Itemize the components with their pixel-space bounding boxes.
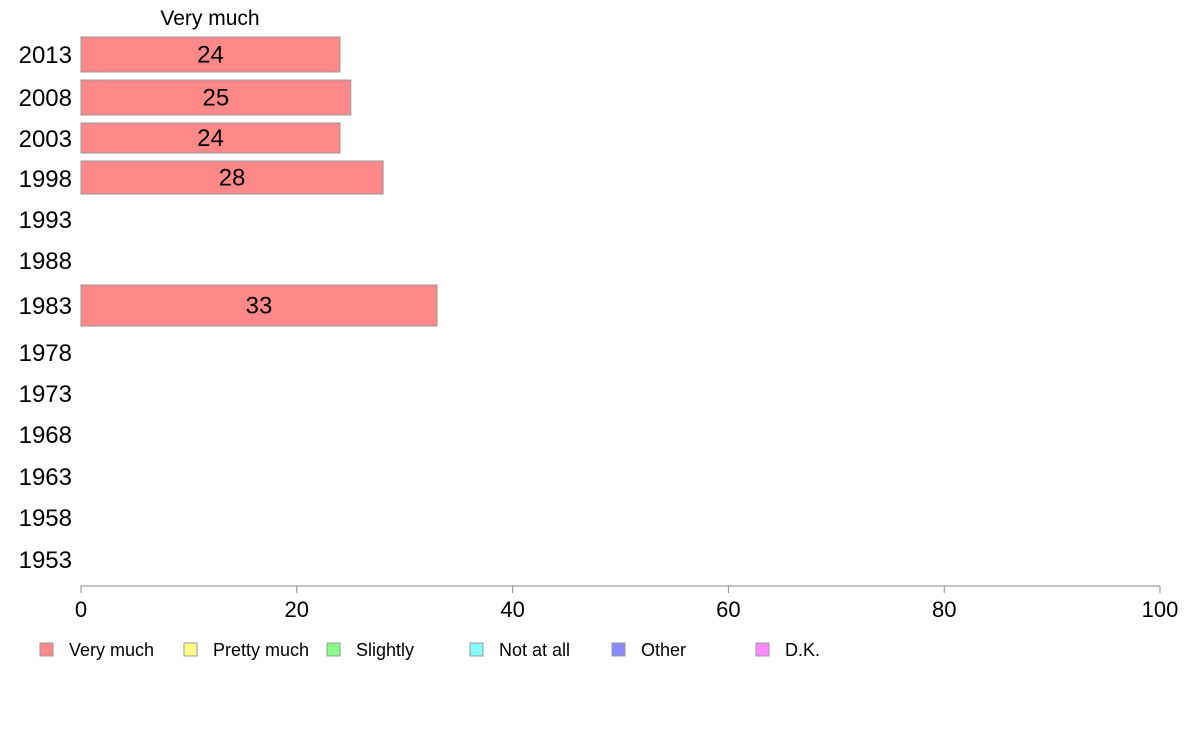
year-label-1973: 1973 — [19, 381, 72, 408]
legend-label-pretty-much: Pretty much — [213, 640, 309, 660]
year-label-1983: 1983 — [19, 293, 72, 320]
legend-label-very-much: Very much — [69, 640, 154, 660]
legend-swatch-very-much — [39, 642, 54, 657]
year-label-1988: 1988 — [19, 248, 72, 275]
legend-swatch-d-k — [755, 642, 770, 657]
bar-value-label-1983: 33 — [246, 293, 273, 320]
year-label-1953: 1953 — [19, 547, 72, 574]
bar-value-label-2008: 25 — [203, 85, 230, 112]
bar-value-label-1998: 28 — [219, 165, 246, 192]
year-label-1958: 1958 — [19, 505, 72, 532]
legend-label-d-k: D.K. — [785, 640, 820, 660]
legend-swatch-slightly — [326, 642, 341, 657]
x-tick-label-0: 0 — [75, 597, 87, 622]
bar-2008 — [80, 79, 352, 116]
year-label-1963: 1963 — [19, 464, 72, 491]
bar-value-label-2003: 24 — [197, 125, 224, 152]
x-tick-label-100: 100 — [1142, 597, 1179, 622]
bars: 24 25 24 28 33 — [80, 36, 438, 327]
bar-value-label-2013: 24 — [197, 42, 224, 69]
year-label-2013: 2013 — [19, 42, 72, 69]
legend: Very much Pretty much Slightly Not at all Ot… — [39, 640, 820, 660]
x-tick-label-60: 60 — [716, 597, 740, 622]
legend-swatch-pretty-much — [183, 642, 198, 657]
year-label-1978: 1978 — [19, 340, 72, 367]
legend-label-other: Other — [641, 640, 686, 660]
year-label-2008: 2008 — [19, 85, 72, 112]
year-label-2003: 2003 — [19, 126, 72, 153]
legend-swatch-not-at-all — [469, 642, 484, 657]
legend-label-slightly: Slightly — [356, 640, 414, 660]
series-header: Very much — [160, 7, 259, 30]
year-labels: 2013 2008 2003 1998 1993 1988 1983 1978 1973 1968… — [19, 42, 72, 574]
bar-1998 — [80, 160, 384, 195]
year-label-1993: 1993 — [19, 207, 72, 234]
legend-label-not-at-all: Not at all — [499, 640, 570, 660]
bar-1983 — [80, 284, 438, 327]
bar-2003 — [80, 122, 341, 154]
x-tick-label-80: 80 — [932, 597, 956, 622]
x-axis: 0 20 40 60 80 100 — [75, 585, 1179, 622]
bar-2013 — [80, 36, 341, 73]
year-label-1968: 1968 — [19, 422, 72, 449]
legend-swatch-other — [611, 642, 626, 657]
year-label-1998: 1998 — [19, 166, 72, 193]
x-tick-label-20: 20 — [285, 597, 309, 622]
x-tick-label-40: 40 — [500, 597, 524, 622]
